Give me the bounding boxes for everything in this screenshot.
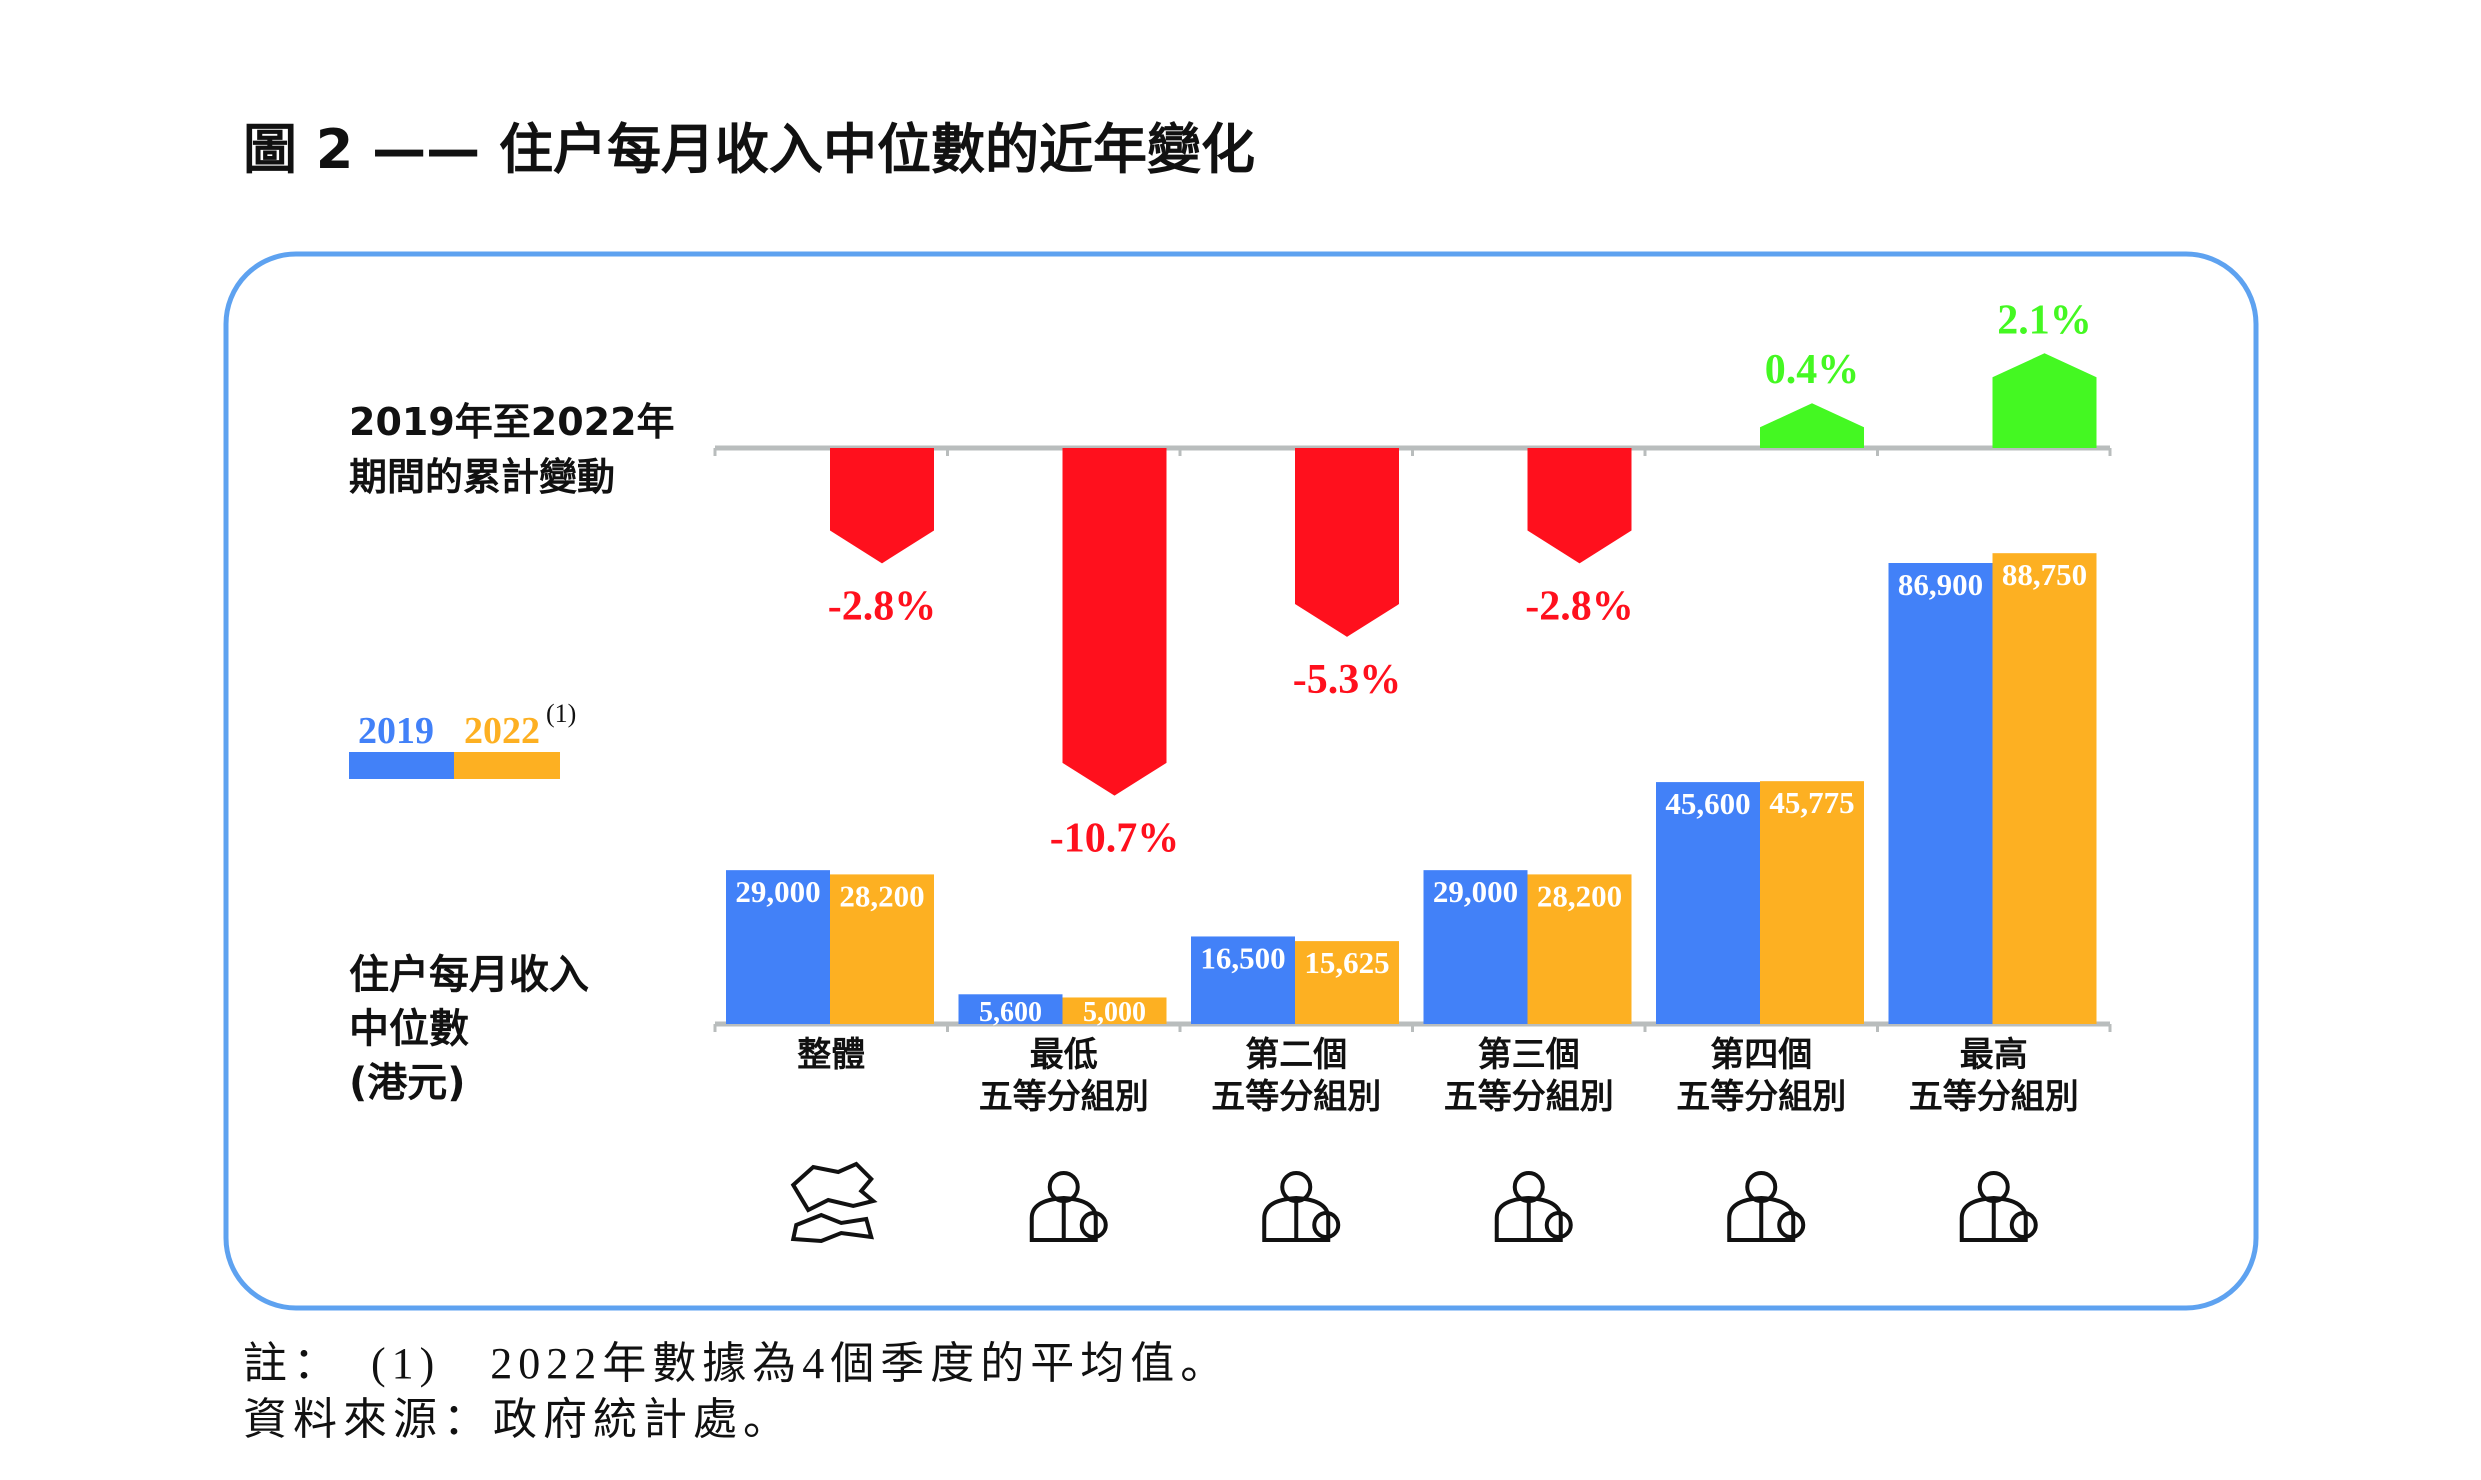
bar-2022 xyxy=(1062,997,1167,1024)
decrease-arrow xyxy=(830,448,934,564)
category-label: 最高 xyxy=(1960,1035,2028,1075)
change-label-line2: 期間的累計變動 xyxy=(349,455,615,499)
bar-value-label: 45,775 xyxy=(1769,785,1854,820)
category-label: 五等分組別 xyxy=(979,1077,1149,1117)
bar-value-label: 15,625 xyxy=(1304,945,1389,980)
source-note: 資料來源：政府統計處。 xyxy=(243,1395,793,1444)
change-label-line1: 2019年至2022年 xyxy=(349,400,675,444)
bar-2022 xyxy=(1527,874,1632,1024)
category-label: 五等分組別 xyxy=(1909,1077,2079,1117)
bar-value-label: 88,750 xyxy=(2002,557,2087,592)
legend-2019-swatch xyxy=(349,752,454,779)
category-label: 五等分組別 xyxy=(1211,1077,1381,1117)
bar-value-label: 29,000 xyxy=(1433,874,1518,909)
bar-2022 xyxy=(830,874,934,1024)
footnote: 註： (1) 2022年數據為4個季度的平均值。 xyxy=(243,1339,1230,1388)
person-with-cash-icon xyxy=(1494,1171,1573,1242)
increase-arrow xyxy=(1992,353,2097,448)
change-label: -2.8% xyxy=(828,583,937,629)
person-with-money-bag-icon xyxy=(1959,1171,2038,1242)
legend-2019-label: 2019 xyxy=(358,710,434,752)
bar-2019 xyxy=(1888,563,1993,1024)
bar-value-label: 86,900 xyxy=(1898,567,1983,602)
income-label-line1: 住户每月收入 xyxy=(349,952,589,998)
category-label: 整體 xyxy=(797,1035,865,1075)
bar-value-label: 16,500 xyxy=(1200,940,1285,975)
change-label: -5.3% xyxy=(1293,657,1402,703)
change-label: 0.4% xyxy=(1765,347,1860,393)
bar-2019 xyxy=(1191,936,1295,1024)
bar-2019 xyxy=(726,870,830,1024)
bar-2022 xyxy=(1760,781,1864,1024)
bar-value-label: 45,600 xyxy=(1665,786,1750,821)
decrease-arrow xyxy=(1295,448,1399,637)
change-label: 2.1% xyxy=(1997,297,2092,343)
bar-2019 xyxy=(958,994,1063,1024)
legend-2022-swatch xyxy=(454,752,560,779)
bar-value-label: 5,600 xyxy=(979,997,1042,1028)
bar-2022 xyxy=(1992,553,2097,1024)
bar-value-label: 28,200 xyxy=(839,878,924,913)
change-label: -10.7% xyxy=(1050,816,1180,862)
person-with-money-bag-icon xyxy=(1727,1171,1806,1242)
chart-title: 圖 2 —— 住户每月收入中位數的近年變化 xyxy=(243,118,1255,181)
category-label: 第二個 xyxy=(1245,1035,1347,1075)
bar-2019 xyxy=(1656,782,1760,1024)
category-label: 五等分組別 xyxy=(1676,1077,1846,1117)
person-with-coins-icon xyxy=(1029,1171,1108,1242)
income-label-line2: 中位數 xyxy=(349,1006,469,1052)
legend-2022-label: 2022 xyxy=(464,710,540,752)
category-label: 最低 xyxy=(1030,1035,1098,1075)
hong-kong-map-icon xyxy=(790,1161,878,1244)
person-with-money-icon xyxy=(1262,1171,1341,1242)
bar-2019 xyxy=(1423,870,1528,1024)
bar-2022 xyxy=(1295,941,1399,1024)
category-label: 第四個 xyxy=(1710,1035,1812,1075)
bar-value-label: 29,000 xyxy=(735,874,820,909)
chart-frame xyxy=(223,251,2259,1311)
increase-arrow xyxy=(1760,403,1864,448)
bar-value-label: 5,000 xyxy=(1083,997,1146,1028)
change-label: -2.8% xyxy=(1525,583,1634,629)
legend-note-mark: (1) xyxy=(546,699,576,728)
decrease-arrow xyxy=(1527,448,1632,564)
category-label: 五等分組別 xyxy=(1444,1077,1614,1117)
income-label-line3: (港元) xyxy=(349,1060,466,1106)
decrease-arrow xyxy=(1062,448,1167,796)
category-label: 第三個 xyxy=(1478,1035,1580,1075)
bar-value-label: 28,200 xyxy=(1537,878,1622,913)
